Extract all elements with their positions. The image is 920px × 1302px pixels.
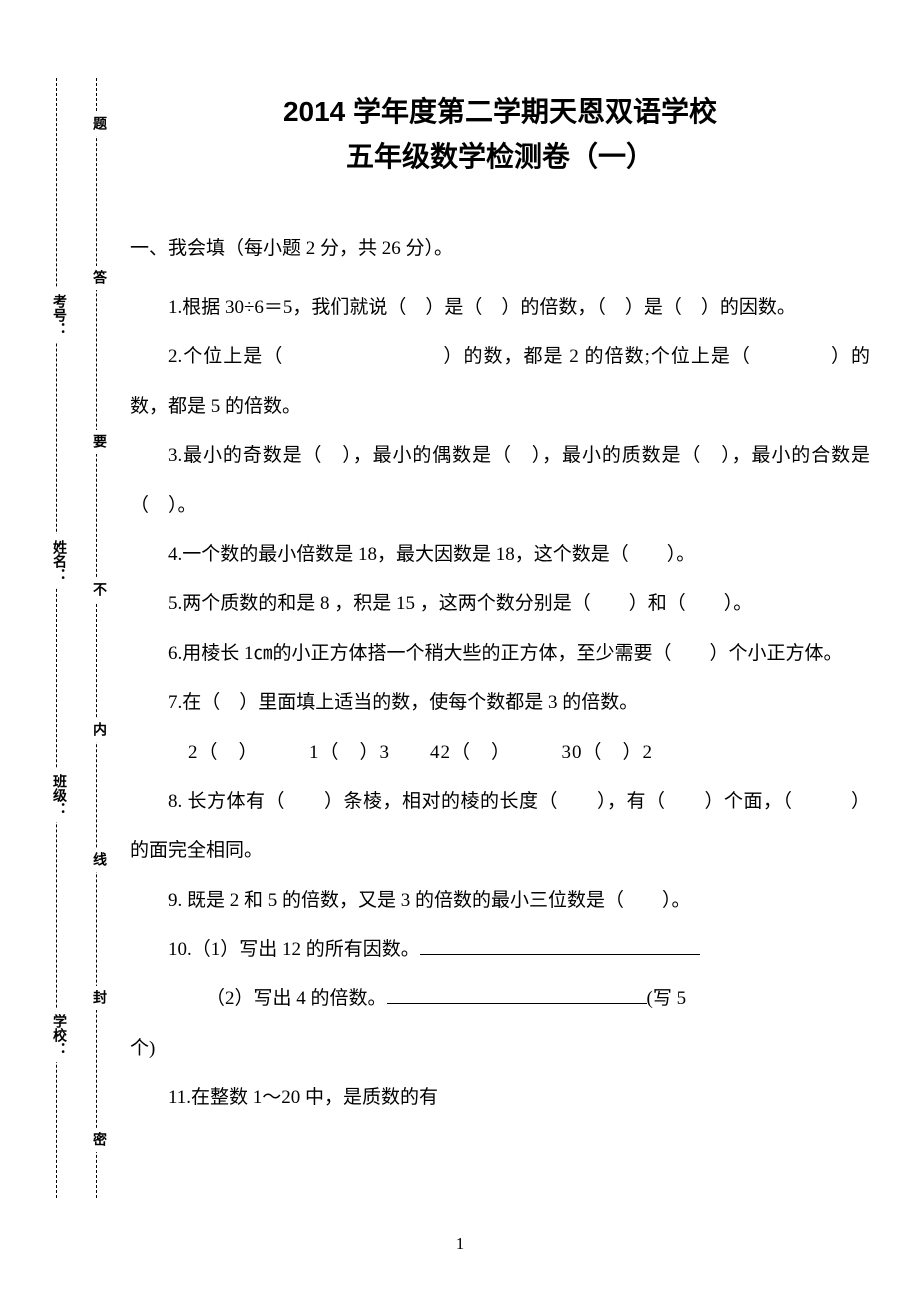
question-10a: 10.（1）写出 12 的所有因数。 xyxy=(130,925,870,974)
question-10b: （2）写出 4 的倍数。 (写 5 xyxy=(130,974,870,1023)
question-10b-tail: (写 5 xyxy=(647,988,687,1009)
question-10b-text: （2）写出 4 的倍数。 xyxy=(206,988,387,1009)
question-10b-cont: 个) xyxy=(130,1024,870,1073)
main-content: 2014 学年度第二学期天恩双语学校 五年级数学检测卷（一） 一、我会填（每小题… xyxy=(130,90,870,1123)
question-2: 2.个位上是（ ）的数，都是 2 的倍数;个位上是（ ）的数，都是 5 的倍数。 xyxy=(130,332,870,431)
margin-char-da: 答 xyxy=(88,266,108,290)
margin-char-yao: 要 xyxy=(88,430,108,454)
margin-label-class: 班级： xyxy=(48,768,68,822)
margin-char-bu: 不 xyxy=(88,578,108,602)
margin-char-mi: 密 xyxy=(88,1128,108,1152)
page-number: 1 xyxy=(0,1234,920,1254)
question-10a-text: 10.（1）写出 12 的所有因数。 xyxy=(168,939,420,960)
question-4: 4.一个数的最小倍数是 18，最大因数是 18，这个数是（ ）。 xyxy=(130,530,870,579)
question-1: 1.根据 30÷6＝5，我们就说（ ）是（ ）的倍数，（ ）是（ ）的因数。 xyxy=(130,283,870,332)
question-7-blanks: 2（ ） 1（ ）3 42（ ） 30（ ）2 xyxy=(130,728,870,777)
margin-char-ti: 题 xyxy=(88,112,108,136)
margin-char-nei: 内 xyxy=(88,718,108,742)
binding-margin: 题 答 要 不 内 线 封 密 考号： 姓名： 班级： 学校： xyxy=(52,78,112,1198)
margin-label-school: 学校： xyxy=(48,1008,68,1062)
question-10a-blank xyxy=(420,936,700,955)
margin-dashed-line-right xyxy=(96,78,97,1198)
title-line-2: 五年级数学检测卷（一） xyxy=(130,135,870,180)
question-11: 11.在整数 1～20 中，是质数的有 xyxy=(130,1073,870,1122)
question-7: 7.在（ ）里面填上适当的数，使每个数都是 3 的倍数。 xyxy=(130,678,870,727)
margin-label-name: 姓名： xyxy=(48,534,68,588)
margin-char-xian: 线 xyxy=(88,848,108,872)
question-8: 8. 长方体有（ ）条棱，相对的棱的长度（ ），有（ ）个面，（ ）的面完全相同… xyxy=(130,777,870,876)
section-1-heading: 一、我会填（每小题 2 分，共 26 分）。 xyxy=(130,224,870,273)
question-3: 3.最小的奇数是（ ），最小的偶数是（ ），最小的质数是（ ），最小的合数是（ … xyxy=(130,431,870,530)
question-9: 9. 既是 2 和 5 的倍数，又是 3 的倍数的最小三位数是（ ）。 xyxy=(130,876,870,925)
question-10b-blank xyxy=(387,985,647,1004)
margin-char-feng: 封 xyxy=(88,986,108,1010)
margin-label-exam-no: 考号： xyxy=(48,288,68,342)
title-line-1: 2014 学年度第二学期天恩双语学校 xyxy=(130,90,870,135)
question-6: 6.用棱长 1㎝的小正方体搭一个稍大些的正方体，至少需要（ ）个小正方体。 xyxy=(130,629,870,678)
question-5: 5.两个质数的和是 8 ，积是 15 ，这两个数分别是（ ）和（ ）。 xyxy=(130,579,870,628)
